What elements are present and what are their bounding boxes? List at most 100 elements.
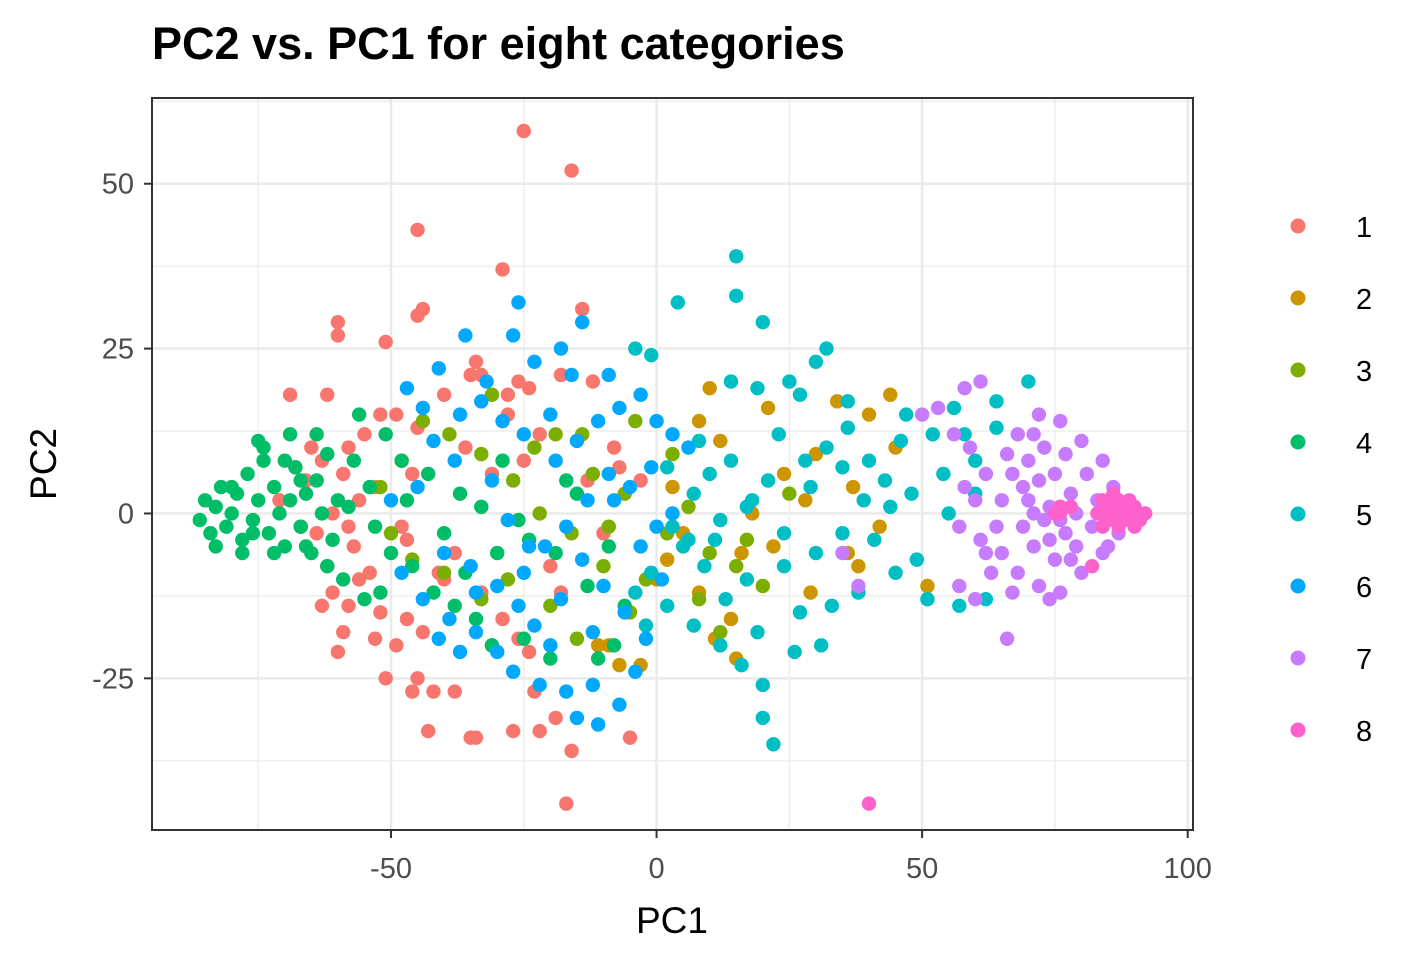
data-point-series-4 — [405, 559, 420, 574]
legend-label-1: 1 — [1356, 212, 1372, 244]
data-point-series-7 — [1074, 433, 1089, 449]
data-point-series-2 — [766, 539, 781, 554]
data-point-series-5 — [898, 407, 914, 422]
data-point-series-7 — [1031, 407, 1047, 422]
data-point-series-1 — [336, 624, 351, 640]
data-point-series-5 — [946, 400, 962, 416]
data-point-series-5 — [792, 605, 808, 620]
data-point-series-7 — [1021, 493, 1036, 508]
data-point-series-6 — [468, 585, 484, 600]
data-point-series-3 — [729, 559, 744, 574]
data-point-series-4 — [346, 453, 362, 468]
data-point-series-4 — [245, 512, 261, 528]
data-point-series-4 — [330, 493, 346, 508]
data-point-series-8 — [1095, 493, 1110, 508]
data-point-series-6 — [569, 433, 585, 449]
data-point-series-1 — [521, 644, 537, 660]
data-point-series-1 — [389, 638, 404, 653]
data-point-series-7 — [1095, 453, 1110, 468]
legend: 1 2 3 4 5 6 7 8 — [1290, 212, 1372, 748]
data-point-series-3 — [628, 413, 643, 429]
data-point-series-7 — [1026, 427, 1041, 442]
legend-key-5 — [1290, 506, 1306, 522]
data-point-series-4 — [447, 598, 462, 613]
data-point-series-4 — [235, 545, 250, 561]
data-point-series-5 — [691, 433, 707, 449]
data-point-series-2 — [845, 479, 861, 495]
data-point-series-5 — [628, 585, 643, 600]
data-point-series-5 — [750, 380, 765, 396]
data-point-series-1 — [341, 440, 356, 455]
data-point-series-6 — [516, 427, 531, 442]
data-point-series-6 — [633, 387, 648, 402]
y-tick-label: 50 — [102, 169, 134, 201]
data-point-series-5 — [989, 420, 1004, 435]
data-point-series-7 — [914, 407, 930, 422]
data-point-series-5 — [729, 288, 744, 304]
data-point-series-1 — [304, 440, 319, 455]
data-point-series-8 — [861, 796, 877, 811]
data-point-series-7 — [946, 427, 962, 442]
data-point-series-4 — [277, 453, 292, 468]
data-point-series-1 — [314, 598, 330, 613]
data-point-series-7 — [952, 519, 967, 534]
data-point-series-7 — [952, 578, 967, 594]
plot-panel-border — [151, 97, 1194, 831]
data-point-series-4 — [298, 486, 314, 501]
data-point-series-4 — [452, 486, 468, 501]
data-point-series-6 — [590, 717, 606, 732]
data-point-series-1 — [447, 545, 462, 561]
data-point-series-5 — [792, 387, 808, 402]
data-point-series-7 — [1047, 552, 1063, 567]
data-point-series-4 — [293, 519, 308, 534]
data-point-series-5 — [665, 519, 680, 534]
data-point-series-4 — [192, 512, 208, 528]
data-point-series-1 — [505, 723, 521, 739]
data-point-series-5 — [989, 394, 1004, 409]
data-point-series-6 — [490, 578, 505, 594]
data-point-series-5 — [978, 591, 994, 607]
data-point-series-7 — [1037, 440, 1052, 455]
data-point-series-5 — [718, 591, 733, 607]
data-point-series-7 — [1010, 565, 1025, 581]
legend-label-8: 8 — [1356, 716, 1372, 748]
data-point-series-7 — [973, 374, 988, 389]
data-point-series-7 — [1100, 539, 1116, 554]
data-point-series-5 — [787, 644, 802, 660]
data-point-series-6 — [649, 413, 664, 429]
data-point-series-5 — [893, 433, 909, 449]
data-point-series-4 — [511, 512, 526, 528]
data-point-series-6 — [442, 611, 457, 627]
data-point-series-5 — [734, 657, 749, 673]
legend-key-3 — [1290, 362, 1306, 378]
data-point-series-5 — [798, 453, 813, 468]
data-point-series-5 — [670, 295, 686, 310]
data-point-series-4 — [272, 506, 287, 521]
data-point-series-2 — [829, 394, 845, 409]
data-point-series-1 — [548, 710, 563, 726]
data-point-series-1 — [346, 539, 362, 554]
data-point-series-1 — [341, 519, 356, 534]
data-point-series-5 — [755, 677, 770, 693]
data-point-series-4 — [336, 572, 351, 587]
data-point-series-1 — [511, 374, 526, 389]
data-point-series-6 — [617, 605, 632, 620]
data-point-series-7 — [1058, 526, 1073, 541]
data-point-series-8 — [1084, 559, 1100, 574]
legend-key-7 — [1290, 650, 1306, 666]
legend-key-1 — [1290, 218, 1306, 234]
data-point-series-5 — [840, 420, 855, 435]
data-point-series-1 — [495, 262, 510, 277]
data-point-series-6 — [633, 539, 648, 554]
data-point-series-1 — [309, 526, 324, 541]
data-point-series-7 — [994, 545, 1009, 561]
data-point-series-5 — [819, 341, 834, 356]
data-point-series-1 — [447, 684, 462, 699]
data-point-series-6 — [596, 578, 611, 594]
data-point-series-7 — [999, 631, 1015, 646]
data-point-series-6 — [394, 565, 409, 581]
data-point-series-3 — [500, 572, 516, 587]
data-point-series-4 — [420, 466, 436, 482]
data-point-series-5 — [686, 618, 701, 633]
data-point-series-6 — [490, 644, 505, 660]
